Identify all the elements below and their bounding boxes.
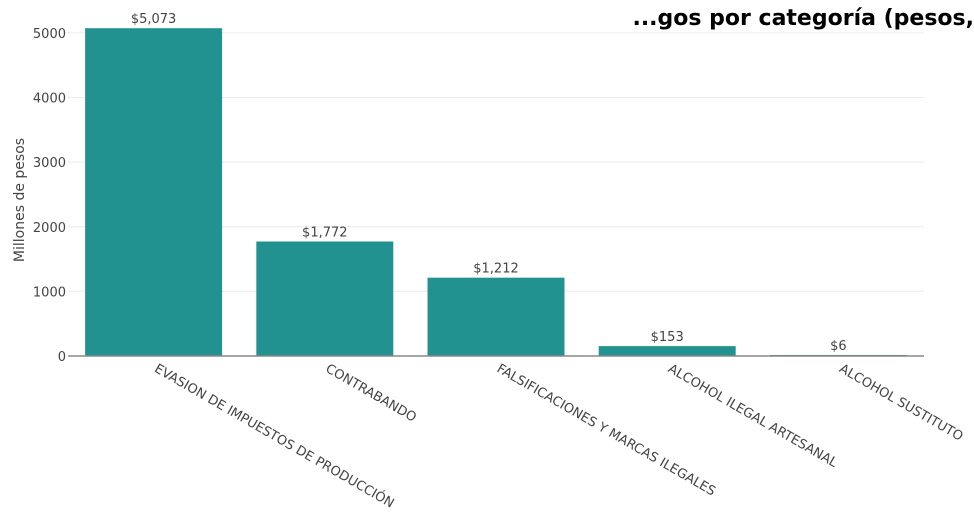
data-label: $1,772 [302, 226, 348, 241]
y-tick-label: 2000 [33, 221, 66, 236]
y-tick-label: 3000 [33, 156, 66, 171]
y-tick-label: 4000 [33, 92, 66, 107]
x-axis-ticks: EVASION DE IMPUESTOS DE PRODUCCIÓNCONTRA… [152, 361, 966, 512]
data-label: $153 [651, 330, 684, 345]
bar [256, 241, 394, 356]
y-tick-label: 0 [58, 350, 66, 365]
data-labels: $5,073 $1,772 $1,212 $153 $6 [131, 12, 847, 354]
data-label: $5,073 [131, 12, 177, 27]
bar [598, 346, 736, 356]
bar [427, 277, 565, 356]
chart-title: ...gos por categoría (pesos, [632, 6, 974, 31]
y-tick-label: 1000 [33, 285, 66, 300]
y-axis-ticks: 0 1000 2000 3000 4000 5000 [33, 27, 66, 365]
y-axis-label: Millones de pesos [12, 138, 28, 262]
x-tick-label: ALCOHOL SUSTITUTO [836, 361, 965, 444]
data-label: $6 [830, 339, 847, 354]
x-tick-label: ALCOHOL ILEGAL ARTESANAL [665, 361, 840, 471]
bar [85, 28, 223, 357]
y-tick-label: 5000 [33, 27, 66, 42]
x-tick-label: CONTRABANDO [323, 361, 419, 425]
data-label: $1,212 [473, 262, 519, 277]
bars [85, 28, 907, 357]
